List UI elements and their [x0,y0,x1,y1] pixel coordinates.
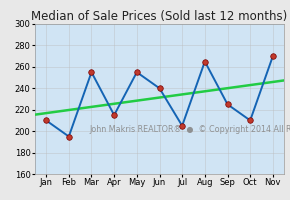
Point [248,119,253,122]
Point [135,71,139,74]
Point [157,87,162,90]
Point [66,135,71,138]
Point [180,124,184,127]
Point [112,113,117,117]
Point [225,103,230,106]
Text: John Makris REALTOR®  ●  © Copyright 2014 All Rights Reserv: John Makris REALTOR® ● © Copyright 2014 … [90,124,290,134]
Point [202,60,207,63]
Title: Median of Sale Prices (Sold last 12 months): Median of Sale Prices (Sold last 12 mont… [31,10,288,23]
Point [271,55,275,58]
Point [44,119,48,122]
Point [89,71,94,74]
